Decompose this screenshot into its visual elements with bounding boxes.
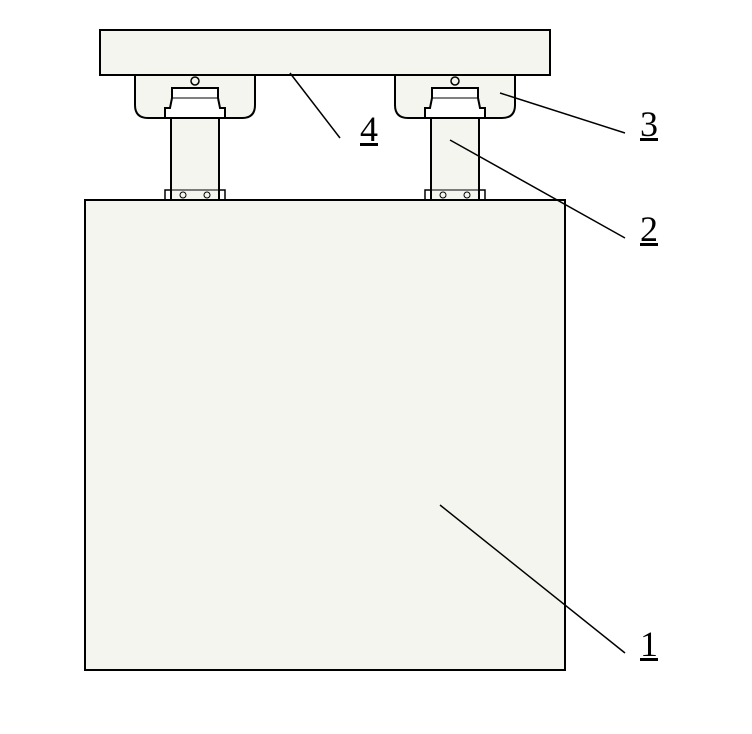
leader-line-3 — [500, 93, 625, 133]
label-4: 4 — [360, 108, 378, 150]
technical-diagram: 4 3 2 1 — [0, 0, 752, 734]
main-body — [85, 200, 565, 670]
leader-line-4 — [290, 73, 340, 138]
left-connector — [135, 75, 255, 200]
top-bar — [100, 30, 550, 75]
label-1: 1 — [640, 623, 658, 665]
right-connector — [395, 75, 515, 200]
label-3: 3 — [640, 103, 658, 145]
label-2: 2 — [640, 208, 658, 250]
